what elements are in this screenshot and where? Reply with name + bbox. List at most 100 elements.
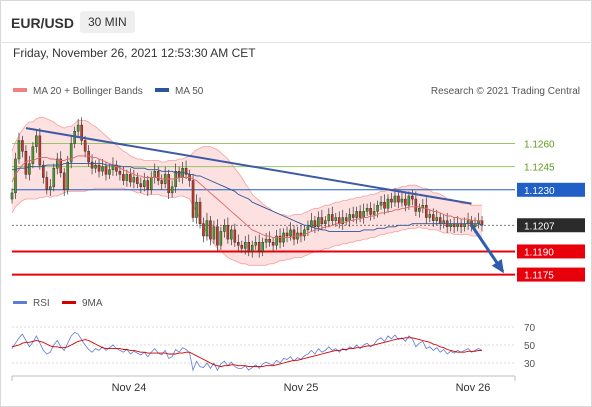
candle-body (254, 242, 257, 246)
candle-body (62, 172, 66, 190)
candle-body (10, 192, 14, 200)
bollinger-legend-label: MA 20 + Bollinger Bands (33, 86, 143, 97)
candle (233, 223, 237, 247)
candle-body (143, 180, 146, 187)
candle (247, 234, 251, 257)
candle-body (177, 171, 181, 178)
candle-body (216, 226, 219, 246)
rsi-tick-label: 50 (524, 341, 536, 352)
candle-body (289, 229, 292, 237)
candle-body (428, 214, 432, 218)
candle-body (393, 195, 397, 203)
candle-body (132, 177, 136, 183)
ma9-legend-swatch (62, 301, 76, 304)
support-tag (517, 244, 585, 259)
candle-body (351, 214, 355, 218)
candle-body (285, 232, 289, 237)
rsi-tick-label: 70 (524, 323, 536, 334)
candle (10, 188, 14, 204)
candle-body (237, 242, 240, 246)
candle-body (362, 211, 365, 218)
candle (28, 155, 31, 181)
candle-body (250, 245, 254, 252)
candle-body (407, 195, 411, 206)
candle (223, 219, 226, 238)
candle (428, 209, 432, 223)
candle-body (477, 220, 480, 224)
candle-body (264, 238, 268, 243)
last-price-label: 1.1207 (524, 221, 555, 232)
rsi-panel: 70 50 30 (11, 323, 536, 372)
candle-body (35, 135, 38, 147)
candle-body (170, 186, 174, 194)
pivot-tag (517, 182, 585, 197)
timeframe-badge[interactable]: 30 MIN (80, 11, 135, 33)
candle (230, 225, 233, 246)
candle-body (278, 235, 282, 243)
candle (195, 194, 198, 224)
candle-body (337, 217, 341, 224)
candle (55, 152, 59, 175)
candle-body (125, 174, 129, 181)
candle (386, 194, 390, 213)
ma50-legend-swatch (155, 88, 169, 92)
candle (167, 169, 170, 200)
symbol-label: EUR/USD (11, 15, 75, 31)
candle (184, 160, 188, 179)
candle (69, 135, 73, 169)
candle-body (379, 201, 383, 206)
candle (59, 151, 63, 178)
ma9-legend-label: 9MA (82, 298, 103, 309)
candle (292, 225, 296, 246)
credit-label: Research © 2021 Trading Central (431, 86, 580, 97)
bollinger-band-fill (12, 117, 482, 266)
x-axis: Nov 24 Nov 25 Nov 26 (11, 375, 516, 394)
candle (17, 132, 21, 164)
candle-body (198, 201, 202, 224)
candle-body (97, 164, 101, 172)
candle-body (38, 135, 42, 166)
candle (261, 237, 264, 257)
candle-body (94, 164, 97, 169)
candle (240, 240, 244, 253)
x-tick-label: Nov 24 (112, 382, 147, 394)
last-price-tag (517, 218, 585, 233)
candle-body (156, 171, 160, 181)
rsi-legend-swatch (13, 301, 27, 304)
candle-body (268, 238, 271, 243)
candle-body (167, 174, 170, 194)
x-tick-label: Nov 25 (284, 382, 319, 394)
candle-body (355, 211, 358, 218)
candle (49, 179, 52, 196)
candle (435, 209, 439, 226)
candle (257, 234, 261, 258)
candle-body (317, 217, 320, 227)
candle (42, 160, 45, 184)
candle (66, 155, 69, 195)
candle-body (45, 177, 49, 190)
forecast-arrow-head (491, 259, 504, 274)
candle (303, 225, 306, 241)
candle-body (69, 143, 73, 163)
candle-body (83, 140, 87, 152)
candle-body (233, 229, 237, 243)
candle-body (331, 214, 334, 221)
candle-body (386, 198, 390, 209)
candle-body (219, 231, 223, 246)
candle-body (184, 168, 188, 175)
candle (390, 192, 393, 209)
candle (383, 194, 386, 215)
candle (216, 219, 219, 252)
candle-body (139, 183, 143, 187)
moving-averages (11, 155, 483, 239)
candle (372, 203, 376, 220)
candle-body (226, 225, 230, 240)
candle-body (247, 242, 251, 252)
header-divider (0, 42, 592, 43)
support-label: 1.1190 (524, 247, 554, 258)
candle-body (66, 161, 69, 190)
candle-body (365, 208, 369, 212)
candle (285, 226, 289, 243)
chart-header: EUR/USD 30 MIN (0, 0, 590, 43)
candle-body (202, 223, 205, 237)
